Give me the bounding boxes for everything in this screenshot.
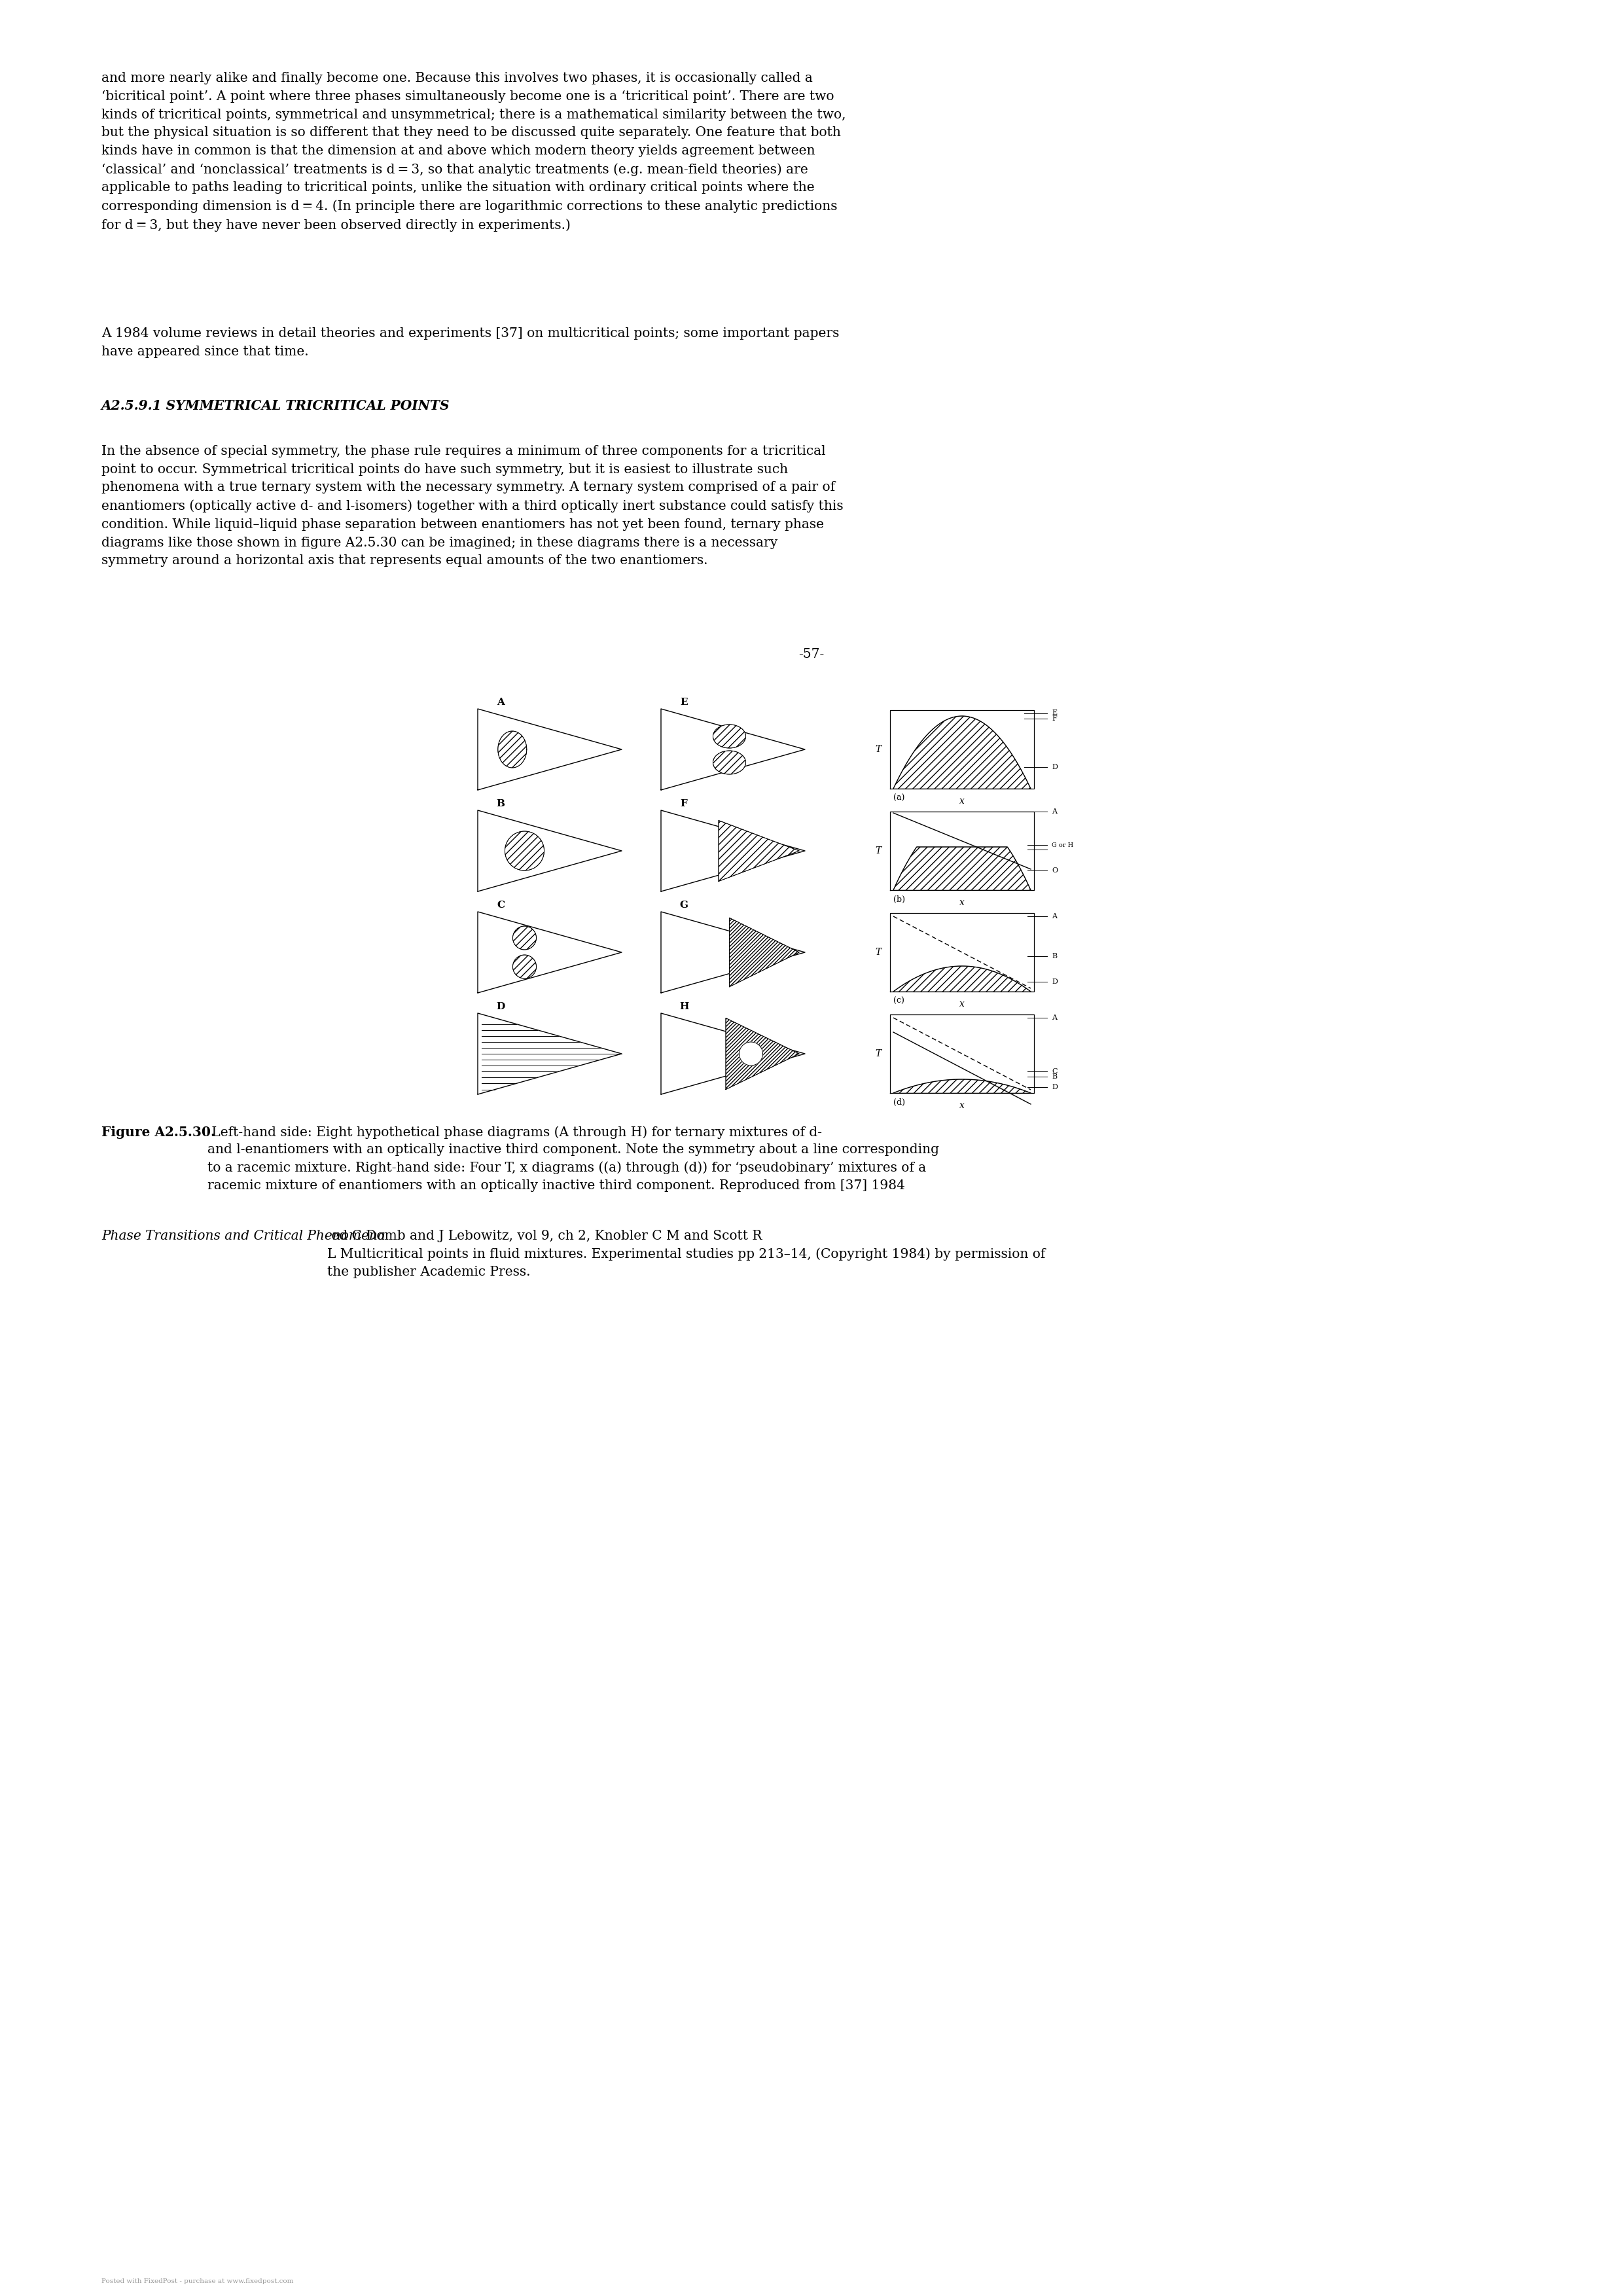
Text: B: B	[1052, 1072, 1057, 1079]
Text: x: x	[959, 1100, 964, 1109]
Text: G: G	[680, 900, 688, 909]
Text: (d): (d)	[893, 1097, 906, 1107]
Text: Posted with FixedPost - purchase at www.fixedpost.com: Posted with FixedPost - purchase at www.…	[101, 2278, 294, 2285]
Text: O: O	[1052, 868, 1058, 875]
Text: D: D	[1052, 765, 1058, 771]
Text: Figure A2.5.30.: Figure A2.5.30.	[101, 1125, 216, 1139]
Text: C: C	[497, 900, 505, 909]
Text: A2.5.9.1 SYMMETRICAL TRICRITICAL POINTS: A2.5.9.1 SYMMETRICAL TRICRITICAL POINTS	[101, 400, 450, 413]
Text: x: x	[959, 999, 964, 1008]
Polygon shape	[719, 820, 799, 882]
Text: (c): (c)	[893, 996, 904, 1006]
Text: H: H	[678, 1001, 688, 1010]
Text: Phase Transitions and Critical Phenomena: Phase Transitions and Critical Phenomena	[101, 1231, 385, 1242]
Text: x: x	[959, 797, 964, 806]
Text: Left-hand side: Eight hypothetical phase diagrams (A through H) for ternary mixt: Left-hand side: Eight hypothetical phase…	[208, 1125, 940, 1210]
Text: E: E	[680, 698, 688, 707]
Text: A 1984 volume reviews in detail theories and experiments [37] on multicritical p: A 1984 volume reviews in detail theories…	[101, 328, 839, 358]
Polygon shape	[725, 1017, 799, 1091]
Polygon shape	[712, 726, 745, 748]
Text: T: T	[875, 847, 881, 856]
Text: T: T	[875, 1049, 881, 1058]
Text: -57-: -57-	[799, 647, 824, 661]
Text: D: D	[497, 1001, 505, 1010]
Text: x: x	[959, 898, 964, 907]
Polygon shape	[505, 831, 544, 870]
Text: B: B	[1052, 953, 1057, 960]
Text: and more nearly alike and finally become one. Because this involves two phases, : and more nearly alike and finally become…	[101, 71, 846, 232]
Text: A: A	[1052, 914, 1057, 921]
Text: D: D	[1052, 978, 1058, 985]
Polygon shape	[712, 751, 745, 774]
Text: T: T	[875, 948, 881, 957]
Polygon shape	[738, 1042, 763, 1065]
Text: F: F	[1052, 716, 1057, 721]
Text: (b): (b)	[893, 895, 906, 905]
Text: A: A	[1052, 1015, 1057, 1022]
Polygon shape	[513, 925, 536, 951]
Polygon shape	[513, 955, 536, 978]
Text: (a): (a)	[893, 794, 904, 801]
Text: E: E	[1052, 709, 1057, 716]
Text: ed C Domb and J Lebowitz, vol 9, ch 2, Knobler C M and Scott R
L Multicritical p: ed C Domb and J Lebowitz, vol 9, ch 2, K…	[328, 1231, 1045, 1279]
Polygon shape	[498, 730, 527, 767]
Text: C: C	[1052, 1068, 1057, 1075]
Text: A: A	[1052, 808, 1057, 815]
Text: B: B	[497, 799, 505, 808]
Text: G or H: G or H	[1052, 843, 1073, 847]
Text: T: T	[875, 744, 881, 753]
Text: F: F	[680, 799, 688, 808]
Polygon shape	[729, 918, 799, 987]
Text: D: D	[1052, 1084, 1058, 1091]
Text: A: A	[497, 698, 505, 707]
Text: In the absence of special symmetry, the phase rule requires a minimum of three c: In the absence of special symmetry, the …	[101, 445, 844, 567]
